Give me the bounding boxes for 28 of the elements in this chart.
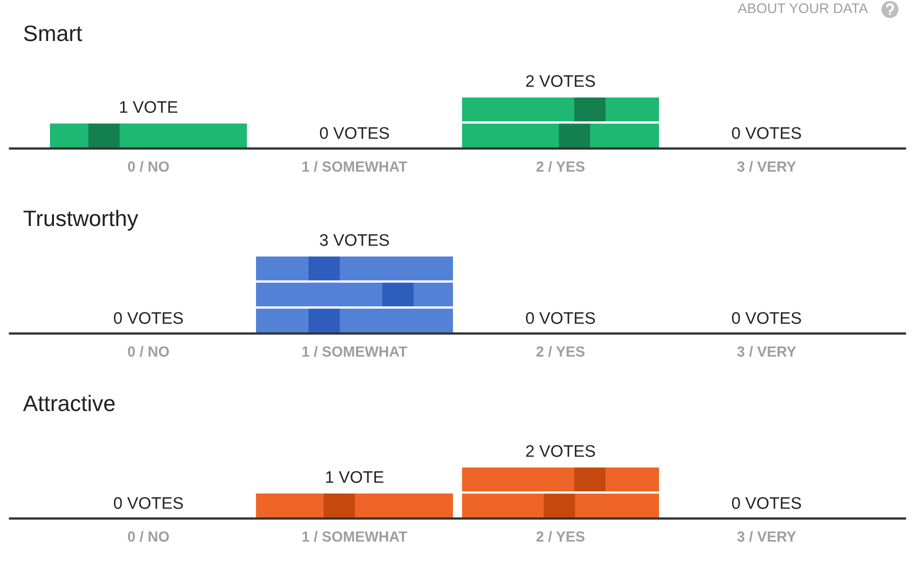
data-label: 2 VOTES: [526, 445, 595, 457]
data-label: 0 VOTES: [114, 497, 183, 509]
chart-title: Attractive: [23, 394, 115, 412]
data-label: 2 VOTES: [526, 75, 595, 87]
x-tick-label: 2 / YES: [536, 531, 585, 542]
x-tick-label: 2 / YES: [536, 161, 585, 172]
chart-title: Trustworthy: [24, 210, 138, 231]
x-tick-label: 3 / VERY: [737, 531, 796, 542]
text: ABOUT YOUR DATA: [738, 3, 868, 14]
x-tick-label: 0 / NO: [128, 531, 169, 542]
data-label: 1 VOTE: [326, 471, 384, 483]
data-label: 0 VOTES: [526, 312, 595, 324]
x-tick-label: 3 / VERY: [737, 161, 796, 172]
data-label: 1 VOTE: [120, 101, 178, 113]
chart-title: Smart: [24, 25, 82, 42]
x-tick-label: 0 / NO: [128, 161, 169, 172]
x-tick-label: 3 / VERY: [737, 346, 796, 357]
x-tick-label: 1 / SOMEWHAT: [302, 346, 408, 357]
data-label: 0 VOTES: [732, 497, 801, 509]
data-label: 0 VOTES: [320, 127, 389, 139]
x-tick-label: 0 / NO: [128, 346, 169, 357]
data-label: 3 VOTES: [320, 234, 389, 246]
data-label: 0 VOTES: [732, 127, 801, 139]
x-tick-label: 1 / SOMEWHAT: [302, 531, 408, 542]
data-label: 0 VOTES: [732, 312, 801, 324]
x-tick-label: 2 / YES: [536, 346, 585, 357]
data-label: 0 VOTES: [114, 312, 183, 324]
x-tick-label: 1 / SOMEWHAT: [302, 161, 408, 172]
